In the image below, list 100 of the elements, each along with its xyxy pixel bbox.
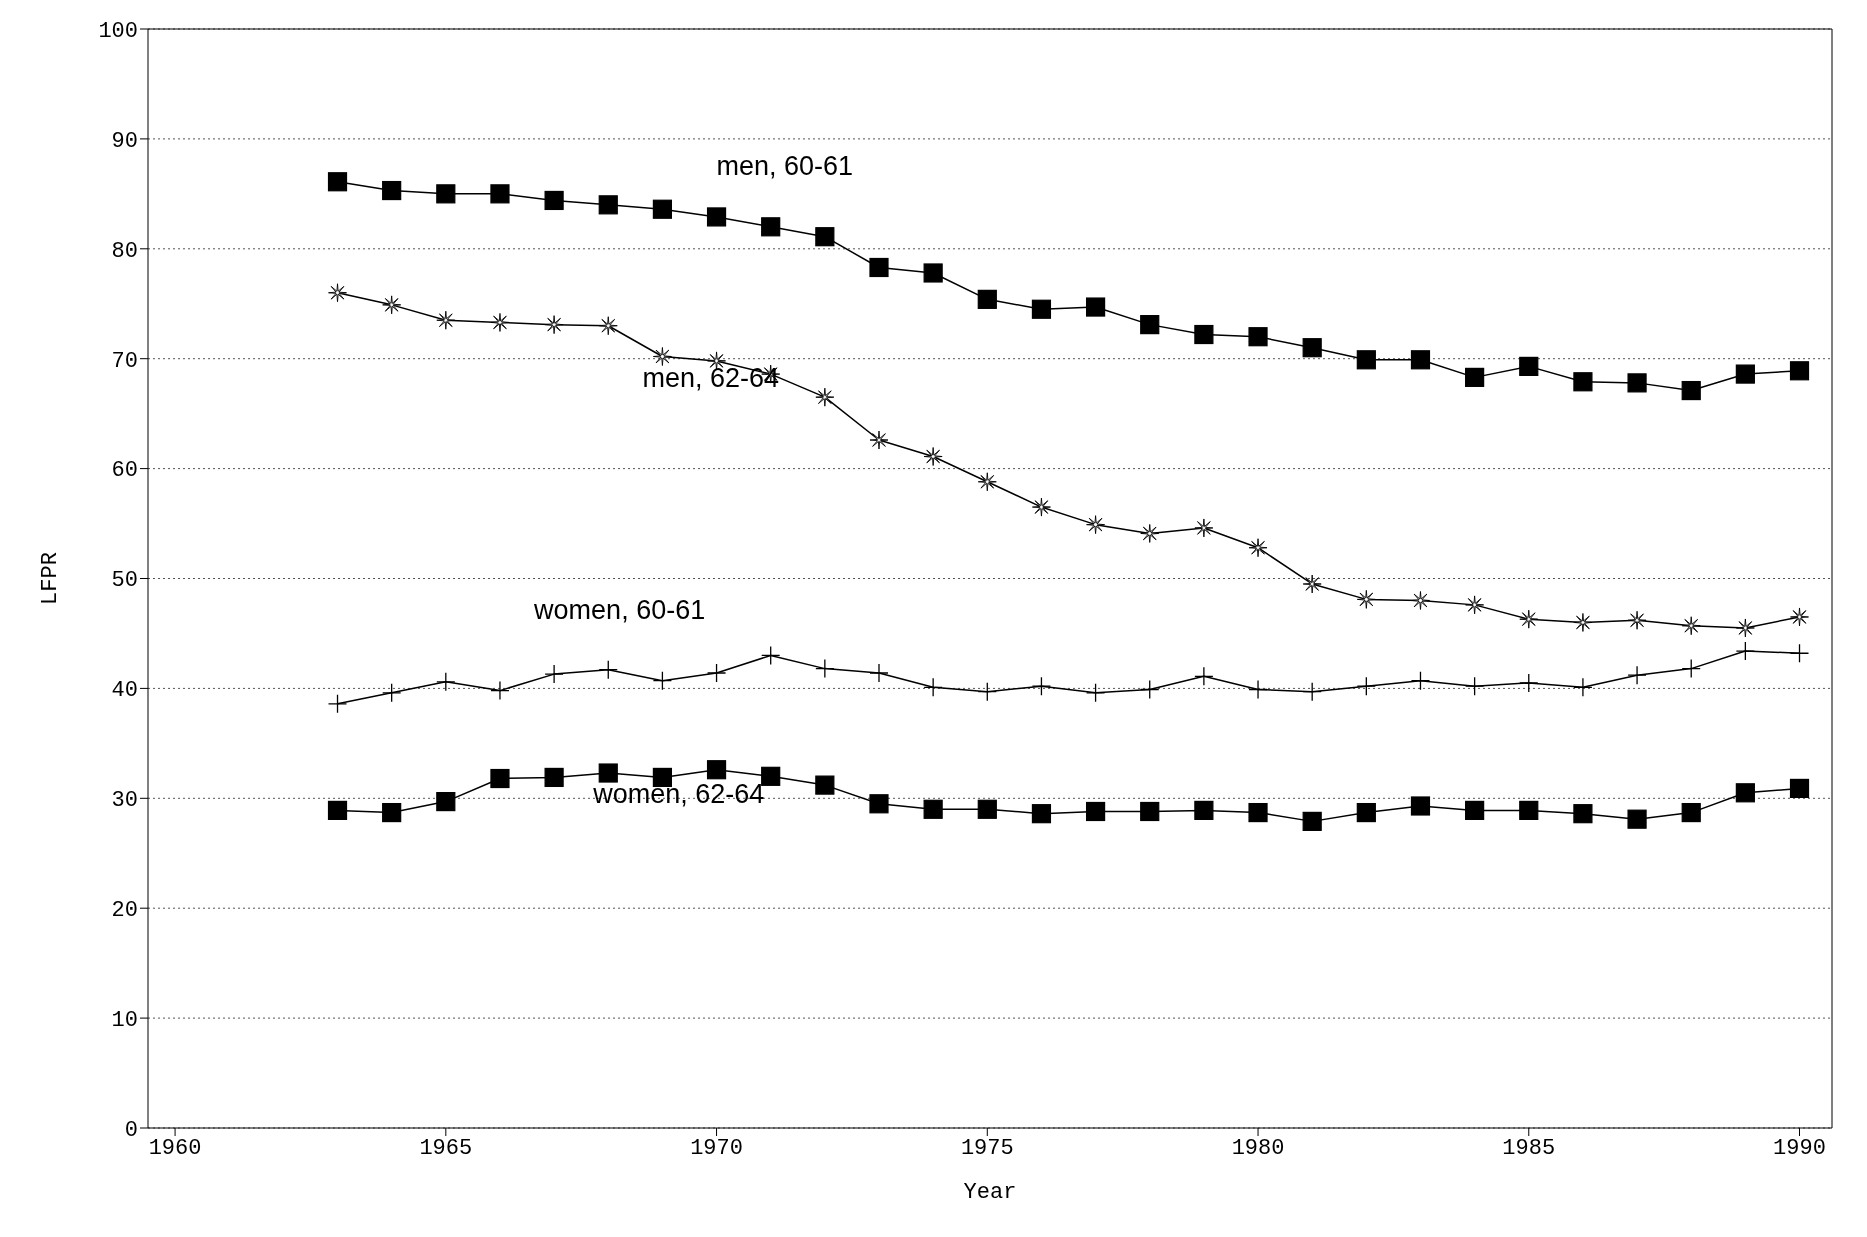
point [761, 766, 781, 786]
point [1248, 679, 1268, 700]
point [598, 195, 618, 215]
point [490, 768, 510, 789]
point [1735, 783, 1755, 803]
point [490, 312, 510, 332]
point [1248, 538, 1268, 558]
point [1627, 610, 1647, 630]
point [598, 763, 618, 783]
point [1519, 800, 1539, 820]
point [544, 190, 564, 211]
point [1573, 804, 1593, 824]
point [1573, 613, 1593, 632]
point [1465, 367, 1485, 387]
point [436, 792, 456, 812]
point [1194, 324, 1214, 345]
point [869, 257, 889, 278]
point [869, 794, 889, 814]
point [1410, 796, 1431, 816]
point [815, 658, 835, 679]
point [1356, 802, 1376, 823]
y-tick-label: 20 [111, 898, 138, 924]
point [1627, 665, 1647, 685]
point [382, 180, 402, 201]
point [761, 217, 781, 237]
point [1248, 802, 1268, 823]
y-tick-label: 70 [111, 348, 138, 374]
y-tick-label: 10 [111, 1007, 138, 1033]
point [923, 263, 943, 283]
point [1410, 671, 1431, 691]
point [923, 447, 943, 466]
point [436, 672, 456, 692]
point [382, 295, 402, 315]
point [1681, 658, 1701, 679]
point [436, 310, 456, 330]
point [1573, 677, 1593, 697]
y-tick-label: 60 [111, 458, 138, 484]
y-tick-label: 0 [124, 1117, 138, 1143]
point [869, 663, 889, 683]
point [1085, 683, 1106, 703]
point [490, 184, 510, 204]
x-tick-label: 1985 [1502, 1135, 1556, 1161]
point [1085, 297, 1106, 317]
series-label: women, 60-61 [533, 595, 706, 626]
point [977, 799, 997, 819]
x-tick-label: 1980 [1231, 1135, 1285, 1161]
point [977, 472, 997, 492]
point [1031, 676, 1052, 696]
point [706, 760, 727, 780]
point [1681, 616, 1701, 636]
x-tick-label: 1975 [960, 1135, 1014, 1161]
point [436, 184, 456, 204]
point [1302, 811, 1322, 831]
point [1464, 676, 1485, 696]
point [815, 387, 835, 407]
point [1194, 666, 1214, 686]
y-tick-label: 90 [111, 128, 138, 154]
point [815, 775, 835, 795]
point [490, 680, 510, 701]
point [1194, 518, 1214, 538]
point [1627, 373, 1647, 393]
series-label: women, 62-64 [592, 779, 765, 810]
y-axis-title: LFPR [37, 552, 63, 605]
point [544, 664, 564, 684]
point [815, 227, 835, 247]
point [1789, 361, 1810, 381]
point [1031, 804, 1052, 824]
point [1086, 515, 1106, 535]
point [977, 289, 997, 309]
point [1735, 618, 1755, 638]
point [382, 683, 402, 703]
point [1573, 372, 1593, 392]
point [1140, 315, 1160, 335]
point [1519, 673, 1539, 693]
point [598, 660, 618, 680]
point [1302, 338, 1322, 358]
point [328, 283, 347, 303]
y-tick-label: 50 [111, 568, 138, 594]
point [1194, 800, 1214, 820]
point [1789, 778, 1810, 799]
point [1140, 801, 1160, 822]
point [1140, 523, 1160, 543]
point [1627, 809, 1647, 829]
x-tick-label: 1960 [148, 1135, 202, 1161]
point [1356, 676, 1376, 696]
x-tick-label: 1965 [419, 1135, 473, 1161]
point [869, 430, 889, 450]
point [1789, 643, 1810, 663]
point [1410, 350, 1431, 370]
point [652, 199, 673, 219]
point [1302, 574, 1322, 594]
point [761, 645, 781, 666]
point [706, 663, 727, 683]
point [652, 767, 673, 788]
point [706, 207, 727, 227]
point [923, 799, 943, 819]
point [652, 671, 673, 691]
x-tick-label: 1990 [1773, 1135, 1826, 1161]
point [544, 767, 564, 788]
point [1465, 595, 1485, 615]
